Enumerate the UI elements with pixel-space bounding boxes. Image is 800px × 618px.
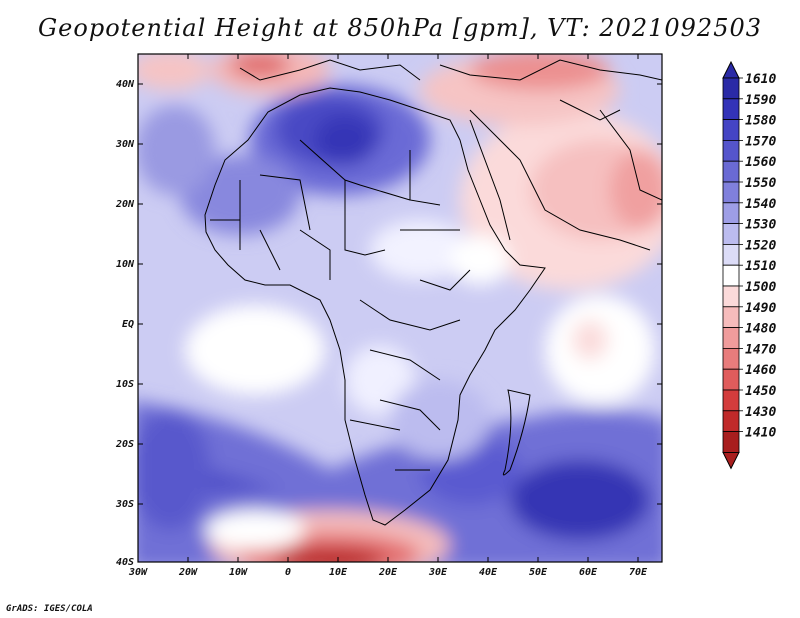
colorbar: 1610 1590 1580 1570 1560 1550 1540 1530 1520 1510… [722,60,776,470]
colorbar-label: 1570 [745,134,776,149]
colorbar-label: 1450 [745,384,776,399]
lon-tick-label: 20E [378,567,398,578]
lat-tick-label: EQ [122,319,134,330]
colorbar-swatch [722,139,740,162]
colorbar-swatch [722,410,740,432]
colorbar-label: 1470 [745,342,776,357]
lon-tick-label: 20W [178,567,198,578]
lat-tick-label: 30N [115,139,135,150]
longitude-axis: 30W 20W 10W 0 10E 20E 30E 40E 50E 60E 70E [128,54,648,578]
map-title: Geopotential Height at 850hPa [gpm], VT:… [38,14,762,42]
colorbar-label: 1500 [745,280,776,295]
colorbar-label: 1520 [745,238,776,253]
colorbar-label: 1430 [745,405,776,420]
colorbar-swatch [722,119,740,141]
colorbar-swatch [722,160,740,183]
colorbar-swatch [722,243,740,266]
lon-tick-label: 60E [579,567,598,578]
colorbar-arrow-bottom [722,451,740,470]
lat-tick-label: 20S [115,439,134,450]
colorbar-swatch [722,389,740,412]
colorbar-label: 1410 [745,426,776,441]
lat-tick-label: 30S [115,499,134,510]
colorbar-label: 1480 [745,322,776,337]
lon-tick-label: 10E [329,567,348,578]
colorbar-label: 1460 [745,363,776,378]
lat-tick-label: 40S [116,557,134,568]
colorbar-swatch [722,181,740,204]
lon-tick-label: 40E [479,567,498,578]
colorbar-label: 1560 [745,155,776,170]
grads-credit: GrADS: IGES/COLA [6,604,93,614]
colorbar-label: 1540 [745,197,776,212]
colorbar-label: 1590 [745,93,776,108]
colorbar-label: 1610 [745,72,776,87]
lon-tick-label: 10W [229,567,248,578]
lon-tick-label: 0 [285,567,291,578]
lat-tick-label: 10N [116,259,135,270]
latitude-axis: 40N 30N 20N 10N EQ 10S 20S 30S 40S [115,79,662,568]
colorbar-label: 1510 [745,259,776,274]
colorbar-swatch [722,264,740,287]
lat-tick-label: 20N [115,199,135,210]
colorbar-swatch [722,431,740,453]
colorbar-swatch [722,223,740,245]
coastlines [204,59,662,526]
plot-frame [137,53,663,563]
colorbar-swatch [722,347,740,370]
colorbar-swatch [722,202,740,225]
lon-tick-label: 30E [428,567,448,578]
colorbar-label: 1530 [745,218,776,233]
lat-tick-label: 40N [116,79,135,90]
height-field [138,54,662,562]
lon-tick-label: 50E [529,567,548,578]
colorbar-swatch [722,327,740,349]
lon-tick-label: 30W [128,567,148,578]
lon-tick-label: 70E [629,567,648,578]
colorbar-label: 1490 [745,301,776,316]
colorbar-swatch [722,368,740,391]
colorbar-swatch [722,77,740,100]
lat-tick-label: 10S [116,379,134,390]
colorbar-label: 1550 [745,176,776,191]
colorbar-arrow-top [722,60,740,79]
colorbar-swatch [722,285,740,308]
colorbar-swatch [722,306,740,328]
colorbar-swatch [722,98,740,121]
colorbar-label: 1580 [745,114,776,129]
